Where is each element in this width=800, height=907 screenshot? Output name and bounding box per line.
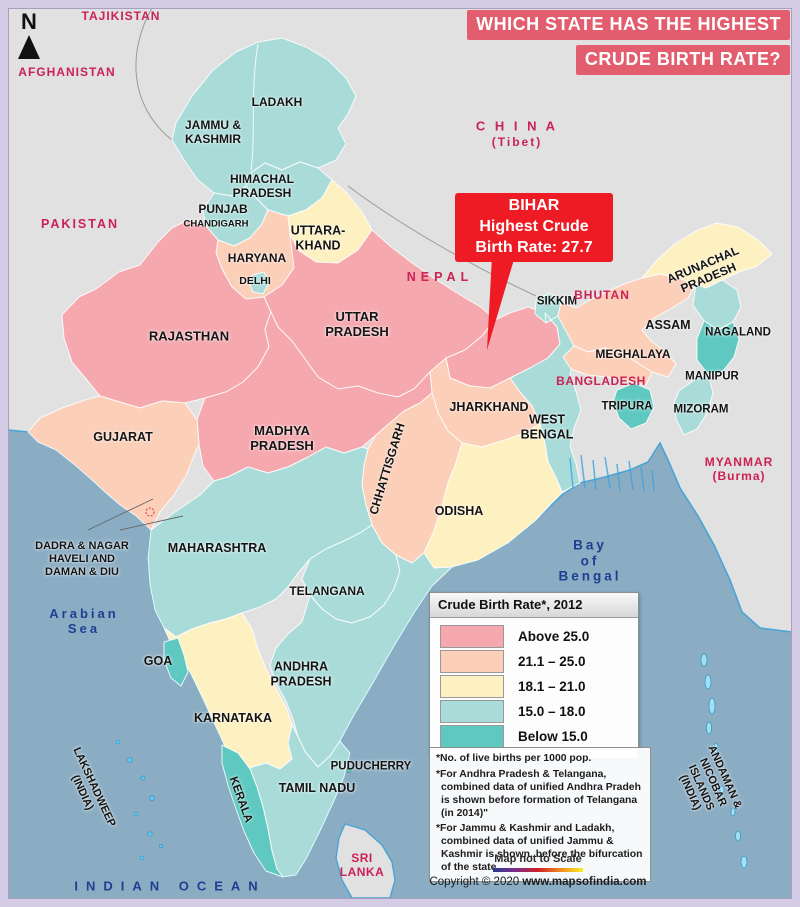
state-delhi-patch <box>248 271 270 295</box>
border-china-nepal <box>347 185 537 297</box>
scale-gradient-bar <box>493 868 583 872</box>
state-manipur <box>696 320 740 375</box>
dadra-leader-lines <box>87 498 184 531</box>
scale-note: Map not to Scale <box>494 853 582 865</box>
legend-15-18-swatch <box>440 700 504 723</box>
north-arrow-icon <box>18 35 40 59</box>
callout-state: BIHAR <box>508 197 560 214</box>
legend: Crude Birth Rate*, 2012 Above 25.0 21.1 –… <box>429 592 639 759</box>
callout-pointer <box>487 256 515 350</box>
legend-15-18: 15.0 – 18.0 <box>440 700 630 723</box>
compass: N <box>18 9 40 59</box>
map-title: WHICH STATE HAS THE HIGHEST CRUDE BIRTH … <box>467 10 790 75</box>
puducherry-marker <box>346 767 352 773</box>
legend-below-15-label: Below 15.0 <box>518 729 588 744</box>
legend-21-25: 21.1 – 25.0 <box>440 650 630 673</box>
legend-15-18-label: 15.0 – 18.0 <box>518 704 586 719</box>
copyright-site: www.mapsofindia.com <box>522 876 647 888</box>
legend-below-15-swatch <box>440 725 504 748</box>
state-meghalaya <box>562 345 653 386</box>
legend-above-25-label: Above 25.0 <box>518 629 590 644</box>
legend-above-25: Above 25.0 <box>440 625 630 648</box>
copyright-prefix: Copyright © 2020 <box>429 876 523 888</box>
map-title-line1: WHICH STATE HAS THE HIGHEST <box>467 10 790 40</box>
bihar-callout: BIHAR Highest Crude Birth Rate: 27.7 <box>455 193 613 262</box>
map-footer: Map not to Scale Copyright © 2020 www.ma… <box>418 853 658 888</box>
andaman-nicobar-islands <box>700 653 748 869</box>
legend-18-21: 18.1 – 21.0 <box>440 675 630 698</box>
state-goa <box>163 637 189 687</box>
legend-21-25-label: 21.1 – 25.0 <box>518 654 586 669</box>
legend-body: Above 25.0 21.1 – 25.0 18.1 – 21.0 15.0 – 1… <box>430 618 638 758</box>
border-jk-ladakh <box>250 43 259 171</box>
state-odisha <box>423 423 563 569</box>
state-tripura <box>612 382 655 430</box>
state-gujarat <box>27 395 200 531</box>
map-title-line2: CRUDE BIRTH RATE? <box>575 45 790 75</box>
callout-line2: Highest Crude <box>479 218 589 235</box>
lakshadweep-islands <box>115 739 164 861</box>
footnotes: *No. of live births per 1000 pop. *For A… <box>429 747 651 883</box>
daman-diu-marker <box>145 507 155 517</box>
legend-21-25-swatch <box>440 650 504 673</box>
ganges-delta-rivers <box>569 454 655 492</box>
state-nagaland <box>692 279 742 331</box>
legend-above-25-swatch <box>440 625 504 648</box>
legend-title: Crude Birth Rate*, 2012 <box>430 593 638 618</box>
footnote-3: *For Jammu & Kashmir and Ladakh, combine… <box>436 823 643 874</box>
legend-18-21-label: 18.1 – 21.0 <box>518 679 586 694</box>
state-mizoram <box>673 373 714 436</box>
legend-18-21-swatch <box>440 675 504 698</box>
state-kerala <box>221 744 284 878</box>
copyright: Copyright © 2020 www.mapsofindia.com <box>429 876 646 888</box>
compass-n-label: N <box>21 9 37 34</box>
footnote-2: *For Andhra Pradesh & Telangana, combine… <box>436 768 641 819</box>
legend-below-15: Below 15.0 <box>440 725 630 748</box>
state-andhra-pradesh <box>269 552 453 768</box>
callout-line3: Birth Rate: 27.7 <box>475 239 593 256</box>
state-arunachal-pradesh <box>641 222 773 289</box>
footnote-1: *No. of live births per 1000 pop. <box>436 753 592 764</box>
border-afghanistan-pakistan <box>135 7 173 141</box>
island-sri-lanka <box>335 823 396 899</box>
